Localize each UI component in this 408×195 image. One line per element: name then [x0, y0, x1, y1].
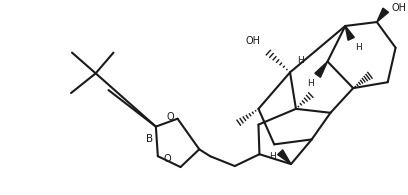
Text: B: B — [146, 134, 153, 144]
Polygon shape — [345, 26, 354, 40]
Text: O: O — [164, 154, 171, 164]
Text: H: H — [307, 79, 314, 88]
Text: O: O — [167, 112, 175, 122]
Polygon shape — [377, 8, 388, 22]
Text: OH: OH — [392, 3, 407, 13]
Text: OH: OH — [246, 36, 260, 46]
Polygon shape — [277, 150, 291, 164]
Text: H: H — [355, 43, 362, 52]
Text: H: H — [297, 56, 304, 65]
Polygon shape — [315, 61, 328, 77]
Text: H: H — [269, 152, 276, 161]
